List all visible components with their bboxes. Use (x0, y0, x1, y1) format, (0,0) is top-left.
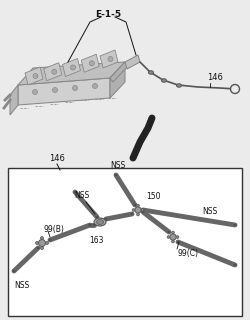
Circle shape (36, 242, 38, 244)
Ellipse shape (148, 71, 154, 74)
Ellipse shape (131, 213, 133, 215)
Polygon shape (25, 67, 43, 85)
Ellipse shape (37, 247, 39, 249)
Circle shape (132, 209, 135, 211)
Ellipse shape (93, 224, 95, 226)
Polygon shape (100, 50, 118, 68)
Text: 146: 146 (207, 73, 223, 82)
Circle shape (172, 231, 174, 234)
Ellipse shape (89, 224, 91, 226)
Polygon shape (18, 78, 110, 105)
Ellipse shape (168, 231, 170, 233)
Polygon shape (81, 54, 99, 72)
Circle shape (172, 240, 174, 243)
Ellipse shape (115, 174, 117, 176)
Text: 99(C): 99(C) (177, 249, 198, 258)
Circle shape (33, 74, 38, 78)
Polygon shape (125, 55, 140, 69)
Text: NSS: NSS (202, 207, 218, 216)
Ellipse shape (177, 241, 179, 243)
Circle shape (135, 207, 141, 213)
Circle shape (52, 87, 58, 92)
Circle shape (92, 84, 98, 89)
Circle shape (108, 57, 113, 61)
Circle shape (230, 84, 239, 93)
Circle shape (70, 65, 76, 70)
Bar (8, 168, 242, 316)
Ellipse shape (234, 224, 236, 226)
Circle shape (72, 85, 78, 91)
Polygon shape (110, 62, 125, 98)
Circle shape (137, 213, 139, 216)
Ellipse shape (49, 239, 51, 241)
Text: 146: 146 (49, 154, 65, 163)
Polygon shape (110, 62, 128, 82)
Ellipse shape (134, 204, 136, 206)
Ellipse shape (96, 216, 98, 218)
Circle shape (40, 236, 43, 239)
Ellipse shape (94, 218, 106, 226)
Text: 150: 150 (146, 191, 160, 201)
Ellipse shape (13, 270, 15, 272)
Circle shape (141, 209, 144, 211)
Text: NSS: NSS (110, 161, 126, 170)
Circle shape (89, 61, 94, 66)
Text: 163: 163 (89, 236, 103, 245)
Polygon shape (44, 63, 62, 81)
Circle shape (167, 236, 170, 238)
Ellipse shape (142, 209, 144, 211)
Ellipse shape (89, 224, 91, 226)
Ellipse shape (234, 264, 236, 266)
Circle shape (32, 90, 38, 94)
Text: NSS: NSS (14, 281, 30, 290)
Polygon shape (62, 59, 80, 76)
Polygon shape (10, 85, 18, 115)
Ellipse shape (96, 220, 103, 225)
Circle shape (176, 236, 179, 238)
Text: E-1-5: E-1-5 (95, 10, 121, 19)
Ellipse shape (105, 218, 107, 220)
Circle shape (38, 239, 46, 246)
Circle shape (52, 69, 57, 74)
Circle shape (170, 234, 176, 240)
Ellipse shape (142, 211, 144, 213)
Ellipse shape (162, 79, 166, 82)
Text: NSS: NSS (74, 191, 90, 200)
Circle shape (46, 242, 48, 244)
Polygon shape (18, 62, 125, 85)
Ellipse shape (176, 84, 182, 87)
Circle shape (40, 246, 43, 250)
Ellipse shape (74, 191, 76, 193)
Circle shape (137, 204, 139, 207)
Text: 99(B): 99(B) (44, 225, 65, 234)
